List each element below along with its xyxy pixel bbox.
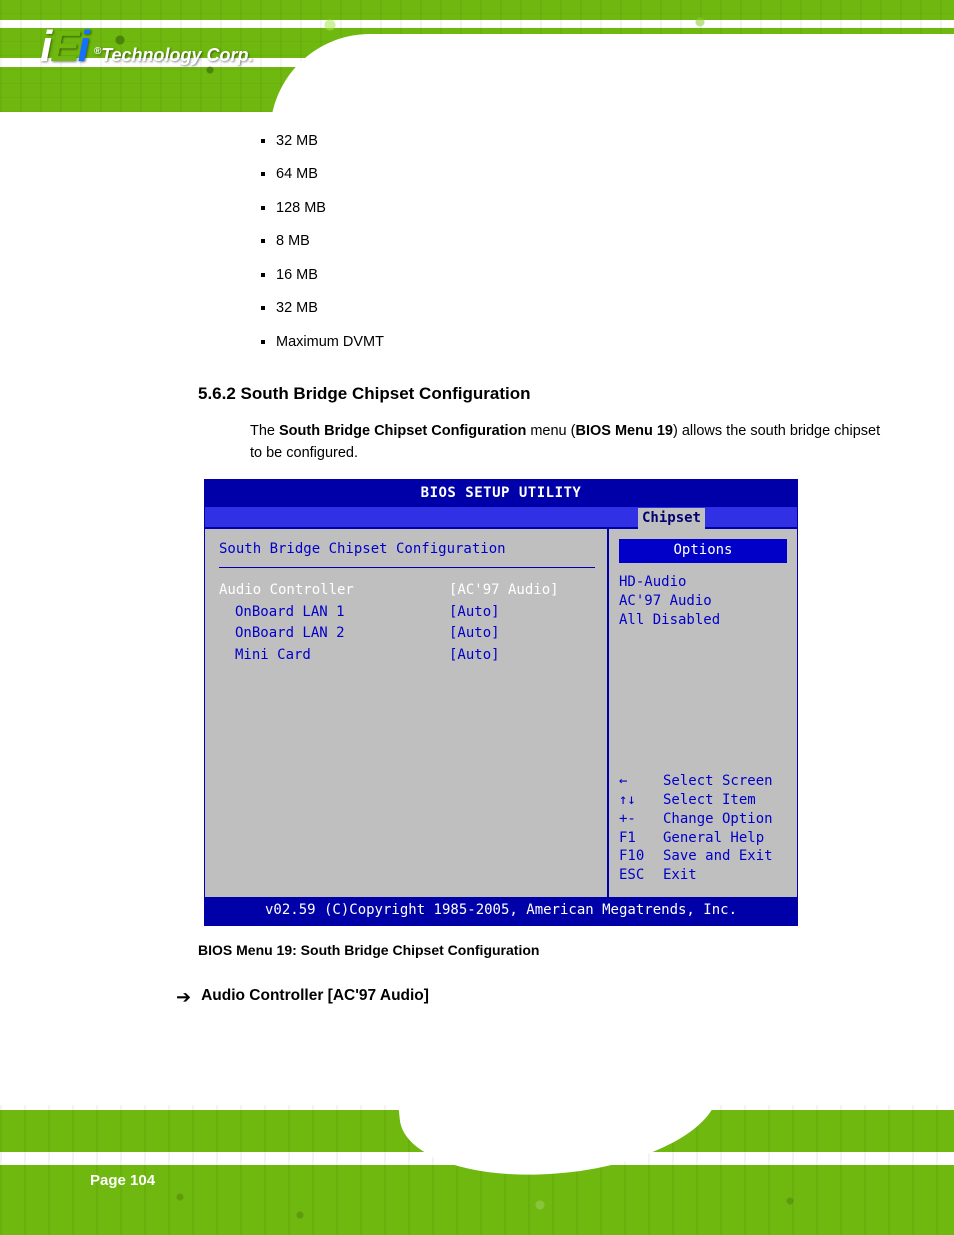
arrow-icon: ➔ <box>176 984 191 1012</box>
footer-curve <box>395 1105 726 1189</box>
list-item: 32 MB <box>276 130 884 152</box>
bios-row-label: Audio Controller <box>219 580 449 602</box>
bios-row-label: Mini Card <box>219 645 449 667</box>
list-item: 16 MB <box>276 264 884 286</box>
arrow-heading: Audio Controller [AC'97 Audio] <box>201 984 429 1008</box>
bios-row: OnBoard LAN 1 [Auto] <box>219 602 595 624</box>
page-content: 32 MB 64 MB 128 MB 8 MB 16 MB 32 MB Maxi… <box>0 112 954 1105</box>
bios-row: Audio Controller [AC'97 Audio] <box>219 580 595 602</box>
bios-figure: BIOS SETUP UTILITY Chipset South Bridge … <box>204 479 798 926</box>
bios-right-panel: Options HD-Audio AC'97 Audio All Disable… <box>609 529 797 897</box>
list-item: 32 MB <box>276 297 884 319</box>
bios-footer: v02.59 (C)Copyright 1985-2005, American … <box>205 897 797 925</box>
section-paragraph: The South Bridge Chipset Configuration m… <box>250 420 884 465</box>
bios-row: OnBoard LAN 2 [Auto] <box>219 623 595 645</box>
bios-window: BIOS SETUP UTILITY Chipset South Bridge … <box>204 479 798 926</box>
section-heading: 5.6.2 South Bridge Chipset Configuration <box>198 381 884 407</box>
brand-logo: iEi ®Technology Corp. <box>40 22 254 72</box>
bios-row-label: OnBoard LAN 2 <box>219 623 449 645</box>
bios-options-header: Options <box>619 539 787 563</box>
footer-band <box>0 1105 954 1235</box>
bios-nav-help: ←Select Screen ↑↓Select Item +-Change Op… <box>619 692 787 885</box>
arrow-heading-row: ➔ Audio Controller [AC'97 Audio] <box>176 984 884 1012</box>
bios-tab-chipset: Chipset <box>638 508 705 530</box>
bios-options-list: HD-Audio AC'97 Audio All Disabled <box>619 573 787 630</box>
list-item: 8 MB <box>276 230 884 252</box>
bios-row-value: [Auto] <box>449 602 500 624</box>
bios-row-value: [Auto] <box>449 645 500 667</box>
bios-menubar: Chipset <box>205 507 797 527</box>
list-item: Maximum DVMT <box>276 331 884 353</box>
logo-tagline: ®Technology Corp. <box>94 45 254 66</box>
header-band: iEi ®Technology Corp. <box>0 0 954 112</box>
figure-caption: BIOS Menu 19: South Bridge Chipset Confi… <box>198 940 884 962</box>
list-item: 64 MB <box>276 163 884 185</box>
bullet-list: 32 MB 64 MB 128 MB 8 MB 16 MB 32 MB Maxi… <box>276 130 884 353</box>
bios-option: All Disabled <box>619 611 787 630</box>
bios-left-panel: South Bridge Chipset Configuration Audio… <box>205 529 609 897</box>
bios-row-label: OnBoard LAN 1 <box>219 602 449 624</box>
bios-panel-heading: South Bridge Chipset Configuration <box>219 539 595 568</box>
bios-row-value: [AC'97 Audio] <box>449 580 559 602</box>
header-curve-2 <box>270 86 954 112</box>
bios-option: HD-Audio <box>619 573 787 592</box>
list-item: 128 MB <box>276 197 884 219</box>
bios-option: AC'97 Audio <box>619 592 787 611</box>
bios-row-value: [Auto] <box>449 623 500 645</box>
page-number: Page 104 <box>90 1172 155 1189</box>
bios-row: Mini Card [Auto] <box>219 645 595 667</box>
bios-panels: South Bridge Chipset Configuration Audio… <box>205 527 797 897</box>
bios-titlebar: BIOS SETUP UTILITY <box>205 480 797 508</box>
logo-mark: iEi <box>40 22 88 72</box>
